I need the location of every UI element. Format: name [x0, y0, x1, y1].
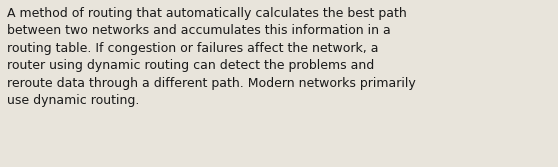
Text: A method of routing that automatically calculates the best path
between two netw: A method of routing that automatically c… [7, 7, 416, 107]
